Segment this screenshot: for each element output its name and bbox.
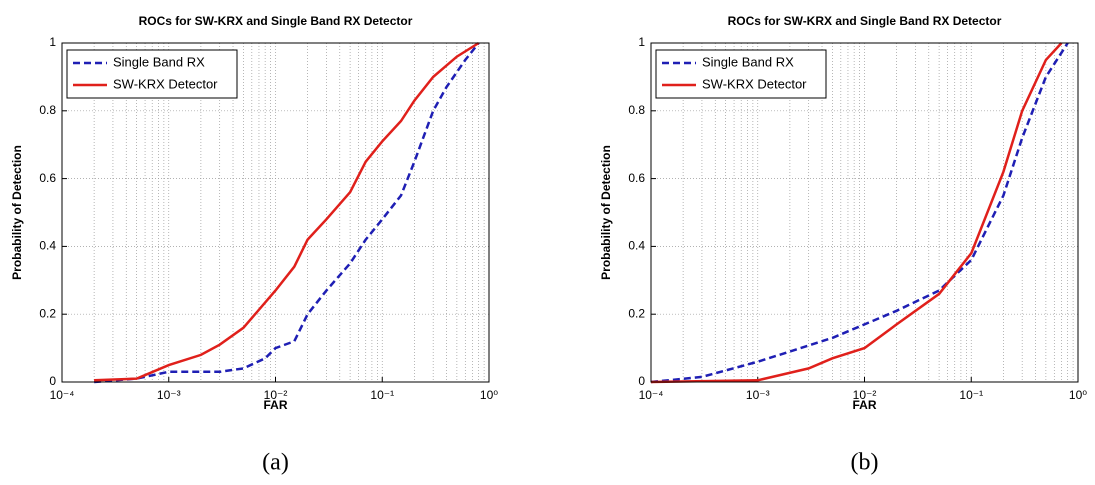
x-tick-label: 10⁻¹ [959, 388, 983, 402]
y-tick-label: 0.4 [39, 239, 56, 253]
legend-label: SW-KRX Detector [113, 76, 218, 91]
y-tick-label: 0.8 [628, 103, 645, 117]
y-tick-label: 0 [49, 374, 56, 388]
legend-box [66, 49, 238, 99]
x-tick-label: 10⁻⁴ [50, 388, 75, 402]
x-tick-label: 10⁻³ [157, 388, 181, 402]
legend-box [655, 49, 827, 99]
chart: 10⁻⁴ 10⁻³ 10⁻² 10⁻¹ 10⁰ 0 0.2 0.4 0.6 0.8 1 Single … [599, 14, 1087, 475]
plot-frame [650, 42, 1079, 383]
y-tick-label: 0.6 [39, 171, 56, 185]
x-tick-label: 10⁻⁴ [639, 388, 664, 402]
series-line [94, 41, 480, 382]
plot-frame [61, 42, 490, 383]
x-tick-label: 10⁻³ [746, 388, 770, 402]
x-tick-label: 10⁰ [1069, 388, 1087, 402]
caption: (a) [262, 450, 289, 476]
chart-title: ROCs for SW-KRX and Single Band RX Detec… [728, 14, 1002, 28]
y-tick-label: 0.8 [39, 103, 56, 117]
y-axis-label: Probability of Detection [10, 145, 24, 280]
y-tick-label: 0 [638, 374, 645, 388]
x-tick-label: 10⁻¹ [370, 388, 394, 402]
x-axis-label: FAR [853, 398, 877, 412]
series-line [650, 42, 1069, 384]
legend-label: SW-KRX Detector [702, 76, 807, 91]
y-tick-label: 1 [638, 35, 645, 49]
x-tick-label: 10⁰ [480, 388, 498, 402]
y-axis-label: Probability of Detection [599, 145, 613, 280]
chart-title: ROCs for SW-KRX and Single Band RX Detec… [139, 14, 413, 28]
legend-label: Single Band RX [113, 54, 205, 69]
legend-label: Single Band RX [702, 54, 794, 69]
y-tick-label: 0.2 [39, 306, 56, 320]
x-axis-label: FAR [264, 398, 288, 412]
x-tick-label: 10⁻² [264, 388, 288, 402]
y-tick-label: 1 [49, 35, 56, 49]
y-tick-label: 0.4 [628, 239, 645, 253]
series-line [94, 42, 480, 384]
y-tick-label: 0.2 [628, 306, 645, 320]
x-tick-label: 10⁻² [853, 388, 877, 402]
chart: 10⁻⁴ 10⁻³ 10⁻² 10⁻¹ 10⁰ 0 0.2 0.4 0.6 0.8 1 Single … [10, 14, 498, 475]
series-line [650, 42, 1063, 384]
y-tick-label: 0.6 [628, 171, 645, 185]
caption: (b) [851, 450, 879, 476]
